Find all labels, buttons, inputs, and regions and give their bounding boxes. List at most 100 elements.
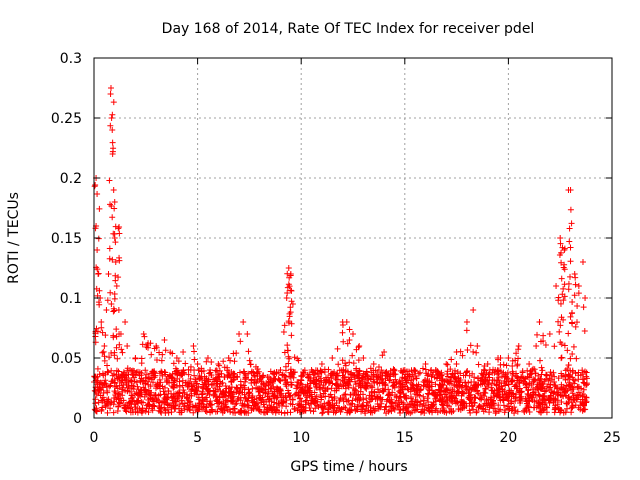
scatter-point — [567, 367, 574, 374]
scatter-point — [186, 380, 193, 387]
scatter-point — [256, 406, 263, 413]
scatter-point — [216, 367, 223, 374]
scatter-point — [378, 367, 385, 374]
x-axis-label: GPS time / hours — [290, 459, 407, 475]
scatter-point — [262, 382, 269, 389]
scatter-point — [138, 387, 145, 394]
scatter-point — [539, 384, 546, 391]
scatter-point — [477, 391, 484, 398]
scatter-point — [102, 371, 109, 378]
scatter-point — [497, 393, 504, 400]
scatter-point — [111, 376, 118, 383]
scatter-point — [554, 389, 561, 396]
scatter-point — [518, 373, 525, 380]
scatter-point — [493, 408, 500, 415]
scatter-point — [110, 332, 117, 339]
scatter-point — [262, 386, 269, 393]
scatter-point — [482, 385, 489, 392]
scatter-point — [196, 373, 203, 380]
scatter-point — [108, 399, 115, 406]
scatter-point — [424, 390, 431, 397]
scatter-point — [244, 402, 251, 409]
scatter-point — [561, 261, 568, 268]
scatter-point — [520, 407, 527, 414]
scatter-point — [357, 382, 364, 389]
scatter-point — [503, 362, 510, 369]
scatter-point — [145, 381, 152, 388]
scatter-point — [473, 409, 480, 416]
scatter-point — [277, 391, 284, 398]
scatter-point — [526, 408, 533, 415]
scatter-point — [191, 356, 198, 363]
scatter-point — [176, 383, 183, 390]
scatter-point — [285, 360, 292, 367]
scatter-point — [583, 381, 590, 388]
scatter-point — [513, 350, 520, 357]
scatter-point — [334, 345, 341, 352]
scatter-point — [264, 393, 271, 400]
axis-ticks — [93, 57, 613, 419]
scatter-point — [288, 379, 295, 386]
scatter-point — [339, 377, 346, 384]
scatter-point — [551, 382, 558, 389]
scatter-point — [112, 259, 119, 265]
y-tick-label: 0.1 — [60, 291, 82, 307]
scatter-point — [308, 400, 315, 407]
scatter-point — [300, 369, 307, 376]
scatter-point — [432, 381, 439, 388]
scatter-point — [327, 372, 334, 379]
scatter-point — [465, 388, 472, 395]
scatter-point — [289, 396, 296, 403]
y-tick-label: 0.25 — [51, 111, 82, 127]
scatter-point — [246, 357, 253, 364]
scatter-point — [108, 367, 115, 374]
scatter-point — [153, 356, 160, 363]
scatter-point — [240, 319, 247, 325]
scatter-point — [158, 368, 165, 375]
scatter-point — [532, 392, 539, 399]
scatter-point — [399, 374, 406, 381]
scatter-point — [135, 386, 142, 393]
scatter-point — [481, 393, 488, 400]
scatter-point — [541, 388, 548, 395]
scatter-point — [129, 371, 136, 378]
scatter-point — [555, 406, 562, 413]
scatter-point — [515, 343, 522, 349]
scatter-point — [169, 397, 176, 404]
scatter-point — [103, 384, 110, 391]
scatter-point — [342, 382, 349, 389]
scatter-point — [111, 295, 118, 302]
scatter-point — [286, 355, 293, 362]
scatter-point — [462, 372, 469, 379]
scatter-point — [376, 389, 383, 396]
scatter-point — [393, 400, 400, 407]
scatter-point — [346, 326, 353, 333]
scatter-point — [387, 392, 394, 399]
scatter-point — [102, 332, 109, 339]
scatter-point — [303, 384, 310, 391]
scatter-point — [506, 389, 513, 396]
scatter-point — [232, 401, 239, 408]
scatter-point — [414, 406, 421, 413]
scatter-point — [555, 297, 562, 304]
scatter-point — [167, 349, 174, 356]
scatter-point — [535, 386, 542, 393]
scatter-point — [143, 391, 150, 398]
scatter-point — [437, 382, 444, 389]
scatter-point — [411, 387, 418, 394]
scatter-point — [271, 399, 278, 406]
scatter-point — [147, 389, 154, 396]
scatter-point — [160, 398, 167, 405]
scatter-point — [539, 381, 546, 388]
scatter-point — [181, 370, 188, 377]
scatter-point — [233, 384, 240, 391]
x-tick-label: 5 — [193, 430, 202, 446]
scatter-point — [439, 401, 446, 408]
scatter-point — [424, 395, 431, 402]
scatter-point — [564, 347, 571, 354]
scatter-point — [192, 378, 199, 385]
scatter-point — [571, 271, 578, 277]
scatter-point — [173, 369, 180, 376]
scatter-point — [548, 388, 555, 395]
scatter-point — [309, 395, 316, 402]
